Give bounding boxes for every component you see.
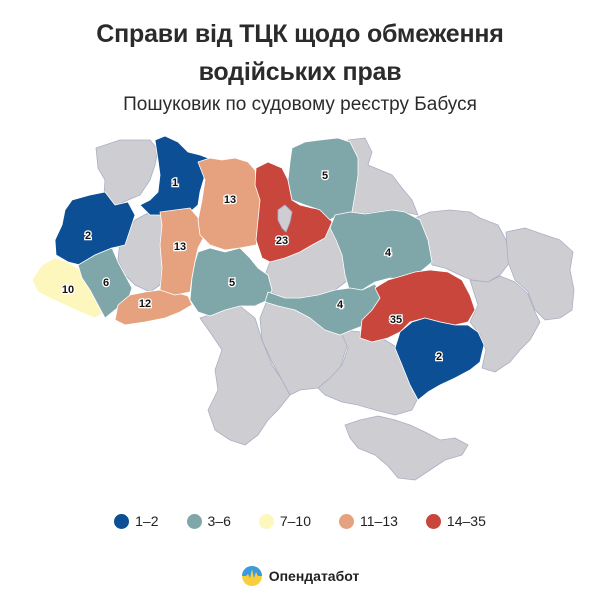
opendatabot-logo-icon bbox=[241, 566, 262, 586]
region-vinnytsia bbox=[189, 247, 273, 317]
label-khmelnytskyi: 13 bbox=[174, 241, 186, 253]
label-zhytomyr: 13 bbox=[224, 194, 236, 206]
region-crimea bbox=[344, 415, 469, 481]
legend-dot-icon bbox=[114, 513, 130, 529]
label-kirovohrad: 4 bbox=[337, 299, 344, 311]
region-odesa bbox=[199, 305, 291, 446]
legend-label: 3–6 bbox=[207, 513, 231, 529]
label-zaporizhzhia: 2 bbox=[436, 351, 442, 363]
region-chernivtsi bbox=[114, 289, 193, 326]
legend-dot-icon bbox=[186, 513, 202, 529]
legend-item-7-10: 7–10 bbox=[258, 513, 312, 529]
label-vinnytsia: 5 bbox=[229, 277, 235, 289]
legend-label: 1–2 bbox=[135, 513, 159, 529]
chart-title-line1: Справи від ТЦК щодо обмеження bbox=[96, 20, 504, 48]
chart-subtitle: Пошуковик по судовому реєстру Бабуся bbox=[123, 94, 477, 115]
label-kyiv: 23 bbox=[276, 235, 288, 247]
legend-item-1-2: 1–2 bbox=[114, 513, 159, 529]
label-lviv: 2 bbox=[85, 230, 91, 242]
label-poltava: 4 bbox=[385, 247, 392, 259]
label-dnipro: 35 bbox=[390, 314, 402, 326]
legend-label: 14–35 bbox=[446, 513, 486, 529]
region-zaporizhzhia bbox=[394, 317, 485, 401]
legend-label: 11–13 bbox=[360, 513, 398, 529]
label-rivne: 1 bbox=[172, 177, 178, 189]
legend-dot-icon bbox=[339, 513, 355, 529]
legend-label: 7–10 bbox=[279, 513, 312, 529]
region-kyiv-city bbox=[277, 204, 293, 233]
legend-dot-icon bbox=[258, 513, 274, 529]
region-luhansk bbox=[505, 227, 575, 321]
legend-dot-icon bbox=[425, 513, 441, 529]
label-ivano-frankivsk: 6 bbox=[103, 277, 109, 289]
region-volyn bbox=[95, 139, 159, 207]
legend: 1–2 3–6 7–10 11–13 14–35 bbox=[0, 513, 600, 529]
legend-item-11-13: 11–13 bbox=[339, 513, 398, 529]
legend-item-3-6: 3–6 bbox=[186, 513, 231, 529]
brand-name: Опендатабот bbox=[268, 568, 360, 584]
label-zakarpattia: 10 bbox=[62, 284, 74, 296]
region-sumy bbox=[347, 137, 419, 216]
chart-title-line2: водійських прав bbox=[198, 58, 402, 86]
legend-item-14-35: 14–35 bbox=[425, 513, 486, 529]
label-chernivtsi: 12 bbox=[139, 298, 151, 310]
label-chernihiv: 5 bbox=[322, 170, 328, 182]
brand-footer: Опендатабот bbox=[0, 565, 600, 587]
